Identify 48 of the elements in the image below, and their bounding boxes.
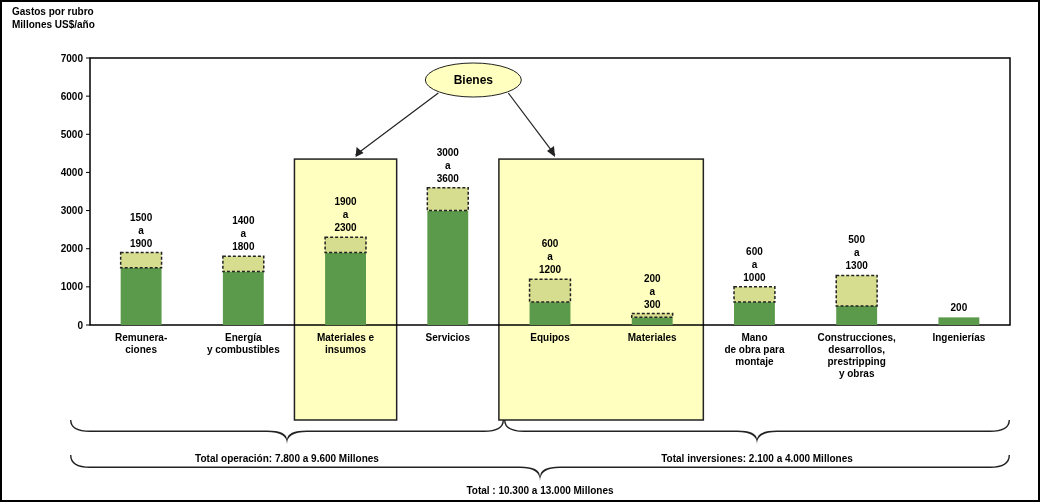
bar [119,251,163,269]
total-label: 600 a 1200 [538,238,562,276]
x-tick-label: Ingenierías [932,332,986,343]
y-tick-label: 7000 [60,52,84,64]
bar [426,186,469,212]
x-tick-label: Materiales e insumos [316,332,375,355]
text: Total : 10.300 a 13.000 Millones [466,485,614,496]
x-tick-label: Materiales [627,332,678,343]
bar [222,271,264,325]
x-tick-label: Remunera- ciones [114,332,168,355]
y-tick-label: 1000 [60,281,84,293]
bar [938,317,980,325]
bar [120,267,162,325]
bar [529,302,571,325]
total-label: 200 a 300 [643,272,661,310]
x-tick-label: Equipos [530,332,571,343]
total-label: 1900 a 2300 [334,196,358,234]
bar [222,255,265,273]
bar [324,236,367,254]
bar [528,278,572,303]
y-axis-title: Gastos por rubro Millones US$/año [12,6,95,30]
x-tick-label: Mano de obra para montaje [724,332,785,367]
total-label: 600 a 1000 [743,245,766,283]
bar [733,286,776,303]
annotation: Bienes [453,73,494,88]
total-label: 1400 a 1800 [232,215,255,253]
bar [631,317,673,325]
bar [734,302,775,325]
total-label: 1500 a 1900 [129,211,153,249]
total-label: 3000 a 3600 [436,146,460,184]
x-tick-label: Servicios [425,332,471,343]
total-label: 500 a 1300 [845,234,869,272]
y-tick-label: 6000 [60,90,84,102]
y-tick-label: 2000 [60,243,84,255]
y-tick-label: 4000 [60,166,84,178]
x-tick-label: Energía y combustibles [206,332,281,355]
y-tick-label: 0 [77,319,84,331]
y-tick-label: 3000 [60,205,84,217]
bar [835,274,878,307]
x-tick-label: Construcciones, desarrollos, prestripping y obras [817,332,897,379]
bar [836,305,878,325]
y-tick-label: 5000 [60,128,84,140]
bar [631,312,674,319]
bar [427,210,469,325]
text: Total inversiones: 2.100 a 4.000 Millones [661,453,854,464]
total-label: 200 [950,302,968,314]
text: Total operación: 7.800 a 9.600 Millones [195,453,380,464]
bar [325,252,366,325]
